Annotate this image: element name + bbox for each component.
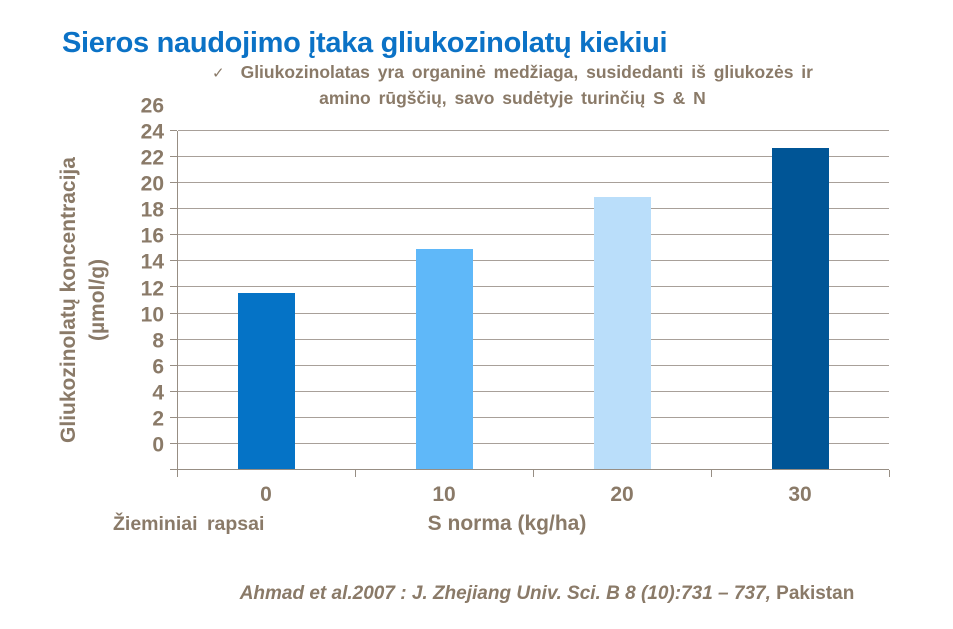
y-tick-mark (170, 156, 177, 158)
x-tick-mark (889, 470, 890, 477)
y-tick-mark (170, 442, 177, 444)
y-tick-label-24: 24 (140, 120, 164, 144)
y-tick-mark (170, 338, 177, 340)
gridline-y-22 (178, 182, 889, 184)
y-tick-mark (170, 260, 177, 262)
y-tick-label-12: 12 (140, 277, 164, 301)
bullet-line2: amino rūgščių, savo sudėtyje turinčių S … (319, 88, 706, 108)
bar-20 (593, 196, 651, 469)
y-tick-mark (170, 390, 177, 392)
x-tick-mark (355, 470, 356, 477)
y-axis-line (177, 131, 178, 470)
y-tick-mark (170, 364, 177, 366)
bullet-text: ✓ Gliukozinolatas yra organinė medžiaga, … (75, 60, 950, 111)
y-tick-mark (170, 286, 177, 288)
bar-0 (237, 292, 295, 469)
bullet-line1: Gliukozinolatas yra organinė medžiaga, s… (240, 62, 813, 82)
gridline-y-16 (178, 260, 889, 262)
citation-plain: Pakistan (770, 583, 855, 604)
y-tick-label-4: 4 (152, 381, 164, 405)
y-tick-mark (170, 312, 177, 314)
x-tick-label-0: 0 (260, 483, 272, 506)
bar-10 (415, 248, 473, 469)
bar-30 (771, 148, 829, 469)
y-tick-label-10: 10 (140, 303, 164, 327)
y-tick-mark (170, 130, 177, 131)
citation: Ahmad et al.2007 : J. Zhejiang Univ. Sci… (240, 583, 855, 605)
y-tick-label-18: 18 (140, 198, 164, 222)
x-tick-label-20: 20 (610, 483, 634, 506)
y-axis-title: Gliukozinolatų koncentracija (µmol/g) (54, 90, 116, 510)
gridline-y-10 (178, 338, 889, 340)
gridline-y-24 (178, 156, 889, 158)
x-tick-mark (533, 470, 534, 477)
y-tick-label-26: 26 (140, 94, 164, 118)
bar-chart-plot-area: 0 2 4 6 8 10 12 14 16 18 20 22 24 26 0 10 20 30 (141, 95, 890, 506)
gridline-y-8 (178, 364, 889, 366)
x-caption-left: Žieminiai rapsai (113, 513, 265, 535)
y-axis-title-line1: Gliukozinolatų koncentracija (57, 157, 80, 443)
y-tick-mark (170, 469, 177, 470)
y-tick-label-0: 0 (152, 433, 164, 457)
x-tick-label-10: 10 (432, 483, 456, 506)
gridline-y-12 (178, 312, 889, 314)
y-tick-label-14: 14 (140, 250, 164, 274)
gridline-y-6 (178, 390, 889, 392)
x-axis-line (177, 469, 889, 470)
y-tick-mark (170, 416, 177, 418)
x-tick-mark (711, 470, 712, 477)
checkmark-icon: ✓ (212, 65, 225, 82)
y-tick-label-8: 8 (152, 329, 164, 353)
gridline-y-20 (178, 208, 889, 210)
gridline-y-2 (178, 442, 889, 444)
y-tick-label-2: 2 (152, 407, 164, 431)
y-tick-mark (170, 234, 177, 236)
y-axis-title-line2: (µmol/g) (86, 258, 109, 342)
y-tick-label-6: 6 (152, 355, 164, 379)
gridline-y-4 (178, 416, 889, 418)
y-tick-label-16: 16 (140, 224, 164, 248)
x-tick-label-30: 30 (788, 483, 812, 506)
x-axis-title: S norma (kg/ha) (427, 512, 587, 535)
gridline-y-18 (178, 234, 889, 236)
x-tick-mark (177, 470, 178, 477)
page-title: Sieros naudojimo įtaka gliukozinolatų ki… (62, 27, 668, 60)
y-tick-label-20: 20 (140, 172, 164, 196)
citation-italic: Ahmad et al.2007 : J. Zhejiang Univ. Sci… (239, 583, 771, 604)
y-tick-mark (170, 182, 177, 184)
gridline-y-14 (178, 286, 889, 288)
y-tick-mark (170, 208, 177, 210)
y-tick-label-22: 22 (140, 146, 164, 170)
gridline-y-26 (178, 130, 889, 131)
